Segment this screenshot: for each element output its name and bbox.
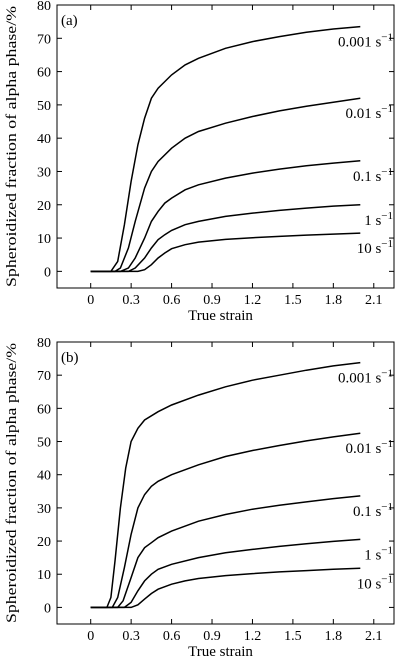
y-tick-label: 20 xyxy=(37,199,51,214)
plot-frame xyxy=(56,341,395,625)
x-tick-label: 1.8 xyxy=(325,293,343,308)
series-label-1: 1 s−1 xyxy=(364,544,393,563)
series-label-10: 10 s−1 xyxy=(357,238,393,257)
y-axis-title: Spheroidized fraction of alpha phase/% xyxy=(4,343,20,623)
y-tick-label: 70 xyxy=(37,369,51,384)
x-tick-label: 0.6 xyxy=(163,293,181,308)
series-line-0_01 xyxy=(90,97,361,273)
series-line-10 xyxy=(90,567,361,609)
series-label-0_01: 0.01 s−1 xyxy=(345,438,393,457)
x-tick-label: 0.9 xyxy=(203,629,221,644)
series-label-0_1: 0.1 s−1 xyxy=(353,501,393,520)
y-tick-label: 60 xyxy=(37,402,51,417)
panel-label: (a) xyxy=(61,13,78,29)
x-axis-title: True strain xyxy=(188,308,253,324)
panel-label: (b) xyxy=(61,350,79,366)
x-tick-label: 0.3 xyxy=(122,293,140,308)
x-tick-label: 0.6 xyxy=(163,629,181,644)
series-line-0_1 xyxy=(90,495,361,609)
x-tick-label: 2.1 xyxy=(365,629,383,644)
plot-frame xyxy=(56,4,395,289)
y-tick-label: 10 xyxy=(37,568,51,583)
x-tick-label: 1.2 xyxy=(244,629,262,644)
x-tick-label: 0.3 xyxy=(122,629,140,644)
y-tick-label: 30 xyxy=(37,502,51,517)
y-axis-title: Spheroidized fraction of alpha phase/% xyxy=(4,6,20,287)
y-tick-label: 70 xyxy=(37,32,51,47)
x-tick-label: 1.5 xyxy=(284,293,302,308)
y-tick-label: 80 xyxy=(37,0,51,14)
series-label-0_001: 0.001 s−1 xyxy=(338,32,393,51)
series-line-0_01 xyxy=(90,432,361,609)
x-tick-label: 0.9 xyxy=(203,293,221,308)
series-label-1: 1 s−1 xyxy=(364,210,393,229)
y-tick-label: 60 xyxy=(37,66,51,81)
x-tick-label: 1.5 xyxy=(284,629,302,644)
y-tick-label: 50 xyxy=(37,99,51,114)
y-tick-label: 40 xyxy=(37,132,51,147)
y-tick-label: 40 xyxy=(37,469,51,484)
x-tick-label: 1.2 xyxy=(244,293,262,308)
x-tick-label: 0 xyxy=(87,293,94,308)
y-tick-label: 0 xyxy=(44,601,51,616)
series-label-0_01: 0.01 s−1 xyxy=(345,103,393,122)
y-tick-label: 80 xyxy=(37,336,51,351)
chart-panel-b: 0 0.3 0.6 0.9 1.2 1.5 1.8 2.1 0 10 20 30 40 50 60 70 80 T… xyxy=(4,336,395,660)
x-axis-title: True strain xyxy=(188,644,253,660)
x-tick-label: 0 xyxy=(87,629,94,644)
series-line-1 xyxy=(90,204,361,273)
series-label-10: 10 s−1 xyxy=(357,573,393,592)
y-tick-label: 20 xyxy=(37,535,51,550)
series-line-0_001 xyxy=(90,25,361,273)
series-line-10 xyxy=(90,232,361,273)
series-line-1 xyxy=(90,538,361,609)
series-line-0_1 xyxy=(90,160,361,273)
y-tick-label: 10 xyxy=(37,232,51,247)
y-tick-label: 50 xyxy=(37,436,51,451)
y-tick-label: 0 xyxy=(44,265,51,280)
series-label-0_001: 0.001 s−1 xyxy=(338,368,393,387)
x-tick-label: 2.1 xyxy=(365,293,383,308)
x-tick-label: 1.8 xyxy=(325,629,343,644)
y-tick-label: 30 xyxy=(37,165,51,180)
series-label-0_1: 0.1 s−1 xyxy=(353,166,393,185)
chart-panel-a: 0 0.3 0.6 0.9 1.2 1.5 1.8 2.1 0 10 20 30 40 50 60 70 80 T… xyxy=(4,0,395,324)
series-line-0_001 xyxy=(90,361,361,609)
